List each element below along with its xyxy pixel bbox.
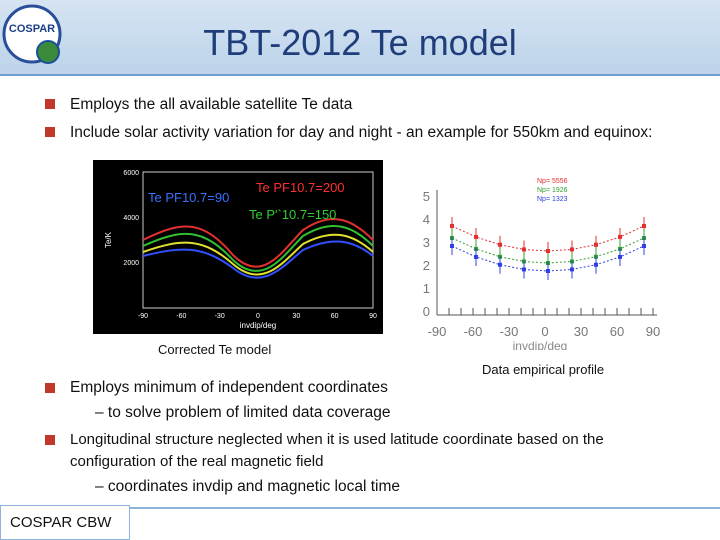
y-tick-label: 3 <box>423 235 430 250</box>
x-axis-label: invdip/deg <box>513 339 568 350</box>
bullet-marker <box>45 127 55 137</box>
title: TBT-2012 Te model <box>203 22 517 63</box>
logo-text: COSPAR <box>9 23 55 35</box>
profile <box>451 225 645 252</box>
x-tick-label: 30 <box>574 324 588 339</box>
y-tick-label: 2 <box>423 258 430 273</box>
logo: COSPAR <box>2 4 62 64</box>
point <box>498 262 502 267</box>
bullet: Employs minimum of independent coordinat… <box>70 379 388 396</box>
footer: COSPAR CBW <box>10 514 112 531</box>
sub-bullet: – to solve problem of limited data cover… <box>95 404 391 421</box>
x-tick-label: 0 <box>256 313 260 320</box>
x-tick-label: 30 <box>292 313 300 320</box>
x-tick-label: 90 <box>369 313 377 320</box>
y-tick-label: 5 <box>423 189 430 204</box>
point <box>474 254 478 259</box>
x-tick-label: -60 <box>464 324 483 339</box>
x-tick-label: -60 <box>176 313 186 320</box>
x-tick-label: 0 <box>541 324 548 339</box>
x-tick-label: 60 <box>331 313 339 320</box>
x-tick-label: 90 <box>646 324 660 339</box>
legend-entry: Np= 1926 <box>537 187 568 194</box>
header-band <box>0 0 720 76</box>
curve-label: Te PF10.7=200 <box>256 180 345 195</box>
footer-line <box>130 507 720 509</box>
y-tick-label: 1 <box>423 281 430 296</box>
x-tick-label: -90 <box>428 324 447 339</box>
sub-bullet: – coordinates invdip and magnetic local … <box>95 478 401 495</box>
y-tick-label: 2000 <box>123 260 139 267</box>
bullet: Longitudinal structure neglected when it… <box>70 431 604 470</box>
caption: Corrected Te model <box>158 342 272 357</box>
caption: Data empirical profile <box>482 362 605 377</box>
point <box>474 234 478 239</box>
y-tick-label: 6000 <box>123 170 139 177</box>
y-tick-label: 0 <box>423 304 430 319</box>
legend-entry: Np= 1323 <box>537 196 568 203</box>
x-tick-label: -90 <box>138 313 148 320</box>
profiles <box>450 217 646 280</box>
x-tick-label: -30 <box>500 324 519 339</box>
bullet: Include solar activity variation for day… <box>70 124 653 141</box>
bullet-marker <box>45 435 55 445</box>
left-figure: Te PF10.7=90 Te PF10.7=200 Te P'`10.7=15… <box>93 160 383 334</box>
left-ticks: 6000 4000 2000 -90 -60 -30 0 30 60 90 <box>123 170 377 320</box>
right-figure: 5 4 3 2 1 0 -90 -60 -30 0 30 60 90 Np= 5556 Np= 1926… <box>423 178 660 350</box>
x-axis-label: invdip/deg <box>240 321 276 330</box>
point <box>498 242 502 247</box>
bullet-marker <box>45 383 55 393</box>
curve-label: Te PF10.7=90 <box>148 190 229 205</box>
y-tick-label: 4000 <box>123 215 139 222</box>
x-tick-label: -30 <box>215 313 225 320</box>
y-axis-label: Te/K <box>104 231 113 248</box>
legend-entry: Np= 5556 <box>537 178 568 185</box>
y-tick-label: 4 <box>423 212 430 227</box>
profile <box>451 245 645 272</box>
right-ticks: 5 4 3 2 1 0 -90 -60 -30 0 30 60 90 <box>423 189 660 339</box>
curve-label: Te P'`10.7=150 <box>249 207 336 222</box>
bullet-marker <box>45 99 55 109</box>
x-tick-label: 60 <box>610 324 624 339</box>
bullet: Employs the all available satellite Te d… <box>70 96 353 113</box>
